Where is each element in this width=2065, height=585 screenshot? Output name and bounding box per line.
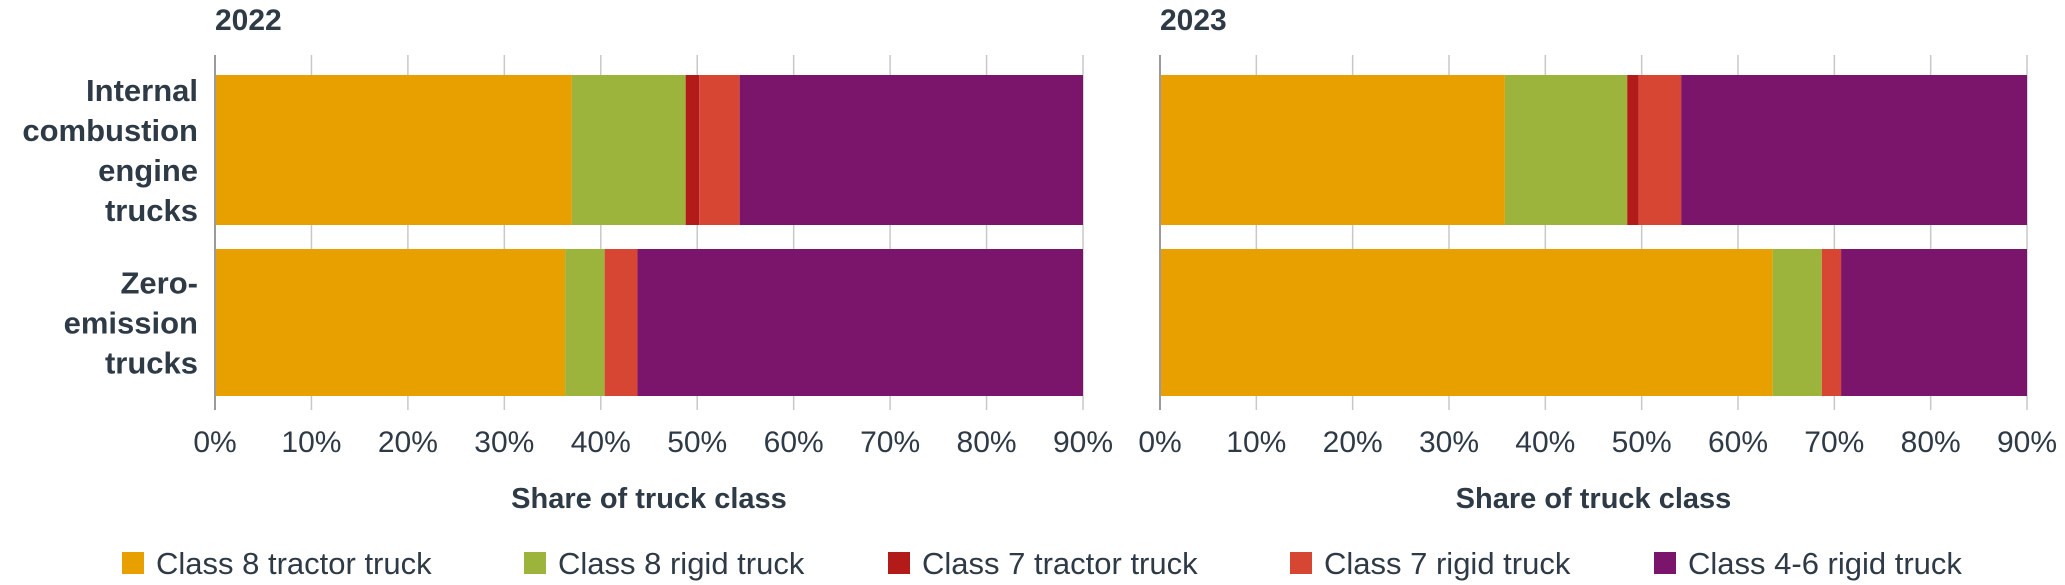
bar-segment-class-4-6-rigid-truck bbox=[1681, 75, 2027, 225]
category-label: Internal bbox=[86, 73, 198, 108]
bar-segment-class-8-tractor-truck bbox=[1160, 75, 1505, 225]
x-tick-label: 30% bbox=[1419, 426, 1479, 459]
x-tick-label: 90% bbox=[1053, 426, 1113, 459]
x-tick-label: 50% bbox=[667, 426, 727, 459]
panel-2023: 2023 0% 10% 20% 30% 40% 50% 60% 70% 80% 90% Share o… bbox=[1138, 4, 2057, 515]
bar-segment-class-4-6-rigid-truck bbox=[1841, 249, 2027, 396]
x-tick-label: 30% bbox=[474, 426, 534, 459]
category-label: trucks bbox=[105, 346, 198, 381]
x-tick-label: 40% bbox=[1515, 426, 1575, 459]
x-tick-label: 50% bbox=[1612, 426, 1672, 459]
legend-item: Class 8 tractor truck bbox=[122, 546, 432, 581]
category-labels: Internal combustion engine trucks Zero-emiss… bbox=[22, 73, 198, 381]
bar-segment-class-7-tractor-truck bbox=[685, 75, 700, 225]
x-tick-label: 60% bbox=[764, 426, 824, 459]
bar-segment-class-8-rigid-truck bbox=[1772, 249, 1822, 396]
legend-item: Class 7 rigid truck bbox=[1290, 546, 1571, 581]
bar-segment-class-7-tractor-truck bbox=[1627, 75, 1639, 225]
x-tick-label: 20% bbox=[1323, 426, 1383, 459]
x-tick-label: 0% bbox=[193, 426, 236, 459]
panel-title: 2022 bbox=[215, 4, 282, 37]
x-tick-label: 40% bbox=[571, 426, 631, 459]
legend-item: Class 4-6 rigid truck bbox=[1654, 546, 1962, 581]
x-tick-label: 10% bbox=[1226, 426, 1286, 459]
panel-title: 2023 bbox=[1160, 4, 1227, 37]
legend-swatch bbox=[888, 552, 910, 574]
bar-segment-class-4-6-rigid-truck bbox=[739, 75, 1083, 225]
category-label: emission bbox=[64, 306, 198, 341]
bar-segment-class-8-tractor-truck bbox=[1160, 249, 1773, 396]
category-label: engine bbox=[98, 153, 198, 188]
x-tick-label: 80% bbox=[957, 426, 1017, 459]
bar-segment-class-8-rigid-truck bbox=[565, 249, 605, 396]
legend-item: Class 7 tractor truck bbox=[888, 546, 1198, 581]
bar-segment-class-4-6-rigid-truck bbox=[637, 249, 1083, 396]
category-label: combustion bbox=[22, 113, 198, 148]
category-label: trucks bbox=[105, 193, 198, 228]
legend-label: Class 8 tractor truck bbox=[156, 546, 432, 581]
x-tick-label: 80% bbox=[1901, 426, 1961, 459]
bar-segment-class-8-rigid-truck bbox=[571, 75, 686, 225]
legend-swatch bbox=[122, 552, 144, 574]
legend: Class 8 tractor truck Class 8 rigid truck… bbox=[122, 546, 1962, 581]
bar-segment-class-7-rigid-truck bbox=[1821, 249, 1842, 396]
bar-segment-class-7-rigid-truck bbox=[604, 249, 638, 396]
x-tick-label: 20% bbox=[378, 426, 438, 459]
x-tick-label: 70% bbox=[1804, 426, 1864, 459]
bar-segment-class-8-tractor-truck bbox=[215, 75, 572, 225]
category-label: Zero- bbox=[121, 266, 199, 301]
legend-label: Class 7 rigid truck bbox=[1324, 546, 1571, 581]
x-tick-label: 70% bbox=[860, 426, 920, 459]
legend-item: Class 8 rigid truck bbox=[524, 546, 805, 581]
x-axis-title: Share of truck class bbox=[1456, 483, 1732, 515]
legend-swatch bbox=[1654, 552, 1676, 574]
legend-label: Class 7 tractor truck bbox=[922, 546, 1198, 581]
x-tick-label: 0% bbox=[1138, 426, 1181, 459]
x-tick-label: 60% bbox=[1708, 426, 1768, 459]
x-axis-title: Share of truck class bbox=[511, 483, 787, 515]
bar-segment-class-7-rigid-truck bbox=[1638, 75, 1682, 225]
legend-label: Class 4-6 rigid truck bbox=[1688, 546, 1962, 581]
x-tick-label: 10% bbox=[281, 426, 341, 459]
bar-segment-class-8-tractor-truck bbox=[215, 249, 566, 396]
x-tick-label: 90% bbox=[1997, 426, 2057, 459]
bar-segment-class-7-rigid-truck bbox=[699, 75, 740, 225]
legend-swatch bbox=[524, 552, 546, 574]
panel-2022: 2022 0% 10% 20% 30% 40% 50% 60% 70% 80% 90% Share o… bbox=[193, 4, 1113, 515]
bar-segment-class-8-rigid-truck bbox=[1504, 75, 1628, 225]
legend-swatch bbox=[1290, 552, 1312, 574]
legend-label: Class 8 rigid truck bbox=[558, 546, 805, 581]
